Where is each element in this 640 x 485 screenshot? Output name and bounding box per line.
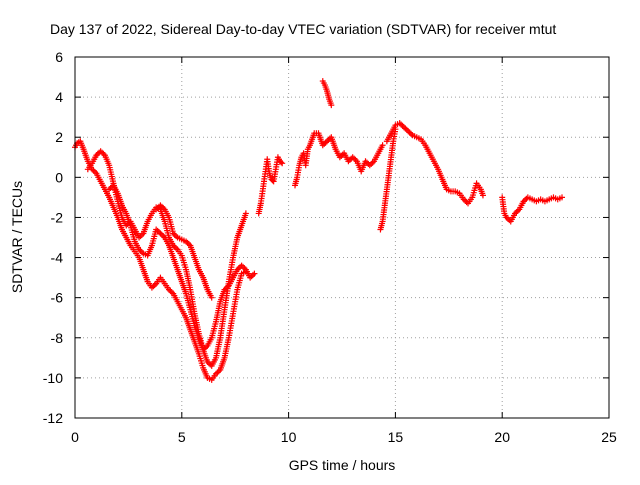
series-trace-b xyxy=(84,148,249,369)
x-tick-label: 20 xyxy=(494,429,510,445)
data-point xyxy=(251,270,258,277)
series-trace-d xyxy=(153,202,215,301)
y-tick-label: -4 xyxy=(51,250,64,266)
data-points xyxy=(72,78,566,383)
y-tick-label: 6 xyxy=(55,49,63,65)
y-tick-label: 2 xyxy=(55,129,63,145)
data-point xyxy=(379,142,386,149)
y-axis-label: SDTVAR / TECUs xyxy=(9,181,25,293)
data-point xyxy=(208,294,215,301)
series-trace-e xyxy=(255,154,286,217)
series-trace-f xyxy=(292,130,386,189)
x-tick-label: 5 xyxy=(178,429,186,445)
grid-lines xyxy=(75,57,609,418)
data-point xyxy=(479,192,486,199)
data-point xyxy=(559,194,566,201)
y-axis-ticks: -12 -10 -8 -6 -4 -2 0 2 4 6 xyxy=(43,49,609,426)
y-tick-label: -6 xyxy=(51,290,64,306)
series-trace-c xyxy=(106,182,258,353)
y-tick-label: -10 xyxy=(43,370,63,386)
chart-title: Day 137 of 2022, Sidereal Day-to-day VTE… xyxy=(50,21,556,37)
x-tick-label: 25 xyxy=(601,429,617,445)
y-tick-label: -8 xyxy=(51,330,64,346)
x-tick-label: 10 xyxy=(281,429,297,445)
series-trace-j xyxy=(499,194,566,225)
y-tick-label: -12 xyxy=(43,410,63,426)
x-tick-label: 15 xyxy=(388,429,404,445)
data-point xyxy=(279,160,286,167)
series-trace-g xyxy=(319,78,335,109)
data-point xyxy=(278,159,285,166)
x-axis-ticks: 0 5 10 15 20 25 xyxy=(71,57,617,445)
series-trace-a xyxy=(72,138,249,383)
series-trace-h xyxy=(377,126,399,233)
y-tick-label: 0 xyxy=(55,169,63,185)
data-point xyxy=(328,102,335,109)
x-axis-label: GPS time / hours xyxy=(289,457,396,473)
plot-frame xyxy=(74,56,610,419)
y-tick-label: -2 xyxy=(51,209,64,225)
x-tick-label: 0 xyxy=(71,429,79,445)
y-tick-label: 4 xyxy=(55,89,63,105)
series-trace-i xyxy=(383,120,486,207)
data-point xyxy=(242,210,249,217)
